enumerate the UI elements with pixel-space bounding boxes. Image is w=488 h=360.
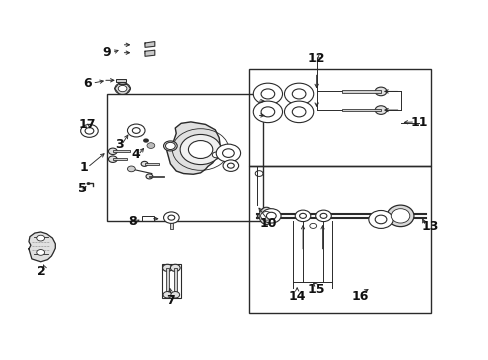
Bar <box>149 176 163 177</box>
Circle shape <box>315 210 330 222</box>
Circle shape <box>180 134 221 165</box>
Circle shape <box>127 166 135 172</box>
Circle shape <box>118 85 126 92</box>
Circle shape <box>147 143 155 148</box>
Text: 17: 17 <box>79 118 96 131</box>
Polygon shape <box>145 41 155 47</box>
Circle shape <box>284 83 313 105</box>
Text: 12: 12 <box>307 51 325 64</box>
Circle shape <box>212 152 220 158</box>
Circle shape <box>261 89 274 99</box>
Circle shape <box>146 174 153 179</box>
Circle shape <box>222 149 234 157</box>
Text: 10: 10 <box>259 216 276 230</box>
Circle shape <box>374 87 386 96</box>
Circle shape <box>253 101 282 123</box>
Circle shape <box>170 264 180 271</box>
Polygon shape <box>29 232 55 262</box>
Text: 3: 3 <box>115 138 123 150</box>
Text: 8: 8 <box>128 215 136 228</box>
Polygon shape <box>166 122 220 174</box>
Bar <box>170 219 172 229</box>
Ellipse shape <box>390 209 409 223</box>
Ellipse shape <box>210 151 221 159</box>
Text: 1: 1 <box>79 161 88 174</box>
Text: 9: 9 <box>102 46 111 59</box>
Circle shape <box>227 163 234 168</box>
Bar <box>249 166 430 313</box>
Text: 11: 11 <box>409 116 427 129</box>
Circle shape <box>216 144 240 162</box>
Circle shape <box>292 89 305 99</box>
Circle shape <box>261 209 281 223</box>
Ellipse shape <box>163 141 177 151</box>
Circle shape <box>108 148 117 154</box>
Bar <box>161 264 181 298</box>
Circle shape <box>132 128 140 134</box>
Circle shape <box>374 215 386 224</box>
Circle shape <box>86 182 90 185</box>
Bar <box>341 109 380 111</box>
Circle shape <box>127 124 145 137</box>
Circle shape <box>165 142 175 149</box>
Circle shape <box>284 101 313 123</box>
Circle shape <box>253 83 282 105</box>
Polygon shape <box>145 50 155 56</box>
Circle shape <box>81 125 98 137</box>
Circle shape <box>170 292 179 298</box>
Circle shape <box>292 107 305 117</box>
Circle shape <box>115 83 130 94</box>
Circle shape <box>368 211 392 228</box>
Text: 13: 13 <box>420 220 438 233</box>
Bar <box>173 268 176 296</box>
Circle shape <box>163 212 179 224</box>
Circle shape <box>320 213 326 219</box>
Text: 7: 7 <box>165 294 174 307</box>
Circle shape <box>143 138 149 143</box>
Circle shape <box>295 210 310 222</box>
Text: 14: 14 <box>288 290 305 303</box>
Circle shape <box>260 212 272 220</box>
Circle shape <box>374 106 386 114</box>
Bar <box>165 268 168 296</box>
Circle shape <box>266 212 276 220</box>
Bar <box>113 150 130 152</box>
Circle shape <box>223 160 238 171</box>
Text: 15: 15 <box>307 283 325 296</box>
Circle shape <box>167 215 174 220</box>
Circle shape <box>37 249 44 255</box>
Circle shape <box>299 213 306 219</box>
Text: 6: 6 <box>83 77 92 90</box>
Circle shape <box>141 161 148 166</box>
Ellipse shape <box>144 43 149 46</box>
Circle shape <box>261 107 274 117</box>
Bar <box>116 78 126 82</box>
Circle shape <box>108 156 117 162</box>
Ellipse shape <box>259 207 273 225</box>
Text: 5: 5 <box>78 183 87 195</box>
Circle shape <box>162 264 172 271</box>
Circle shape <box>85 128 94 134</box>
Circle shape <box>167 216 175 222</box>
Bar <box>142 216 154 221</box>
Bar <box>113 158 127 160</box>
Bar <box>341 90 380 93</box>
Circle shape <box>188 140 212 158</box>
Circle shape <box>37 235 44 241</box>
Bar <box>107 94 263 221</box>
Circle shape <box>309 224 316 228</box>
Text: 16: 16 <box>351 290 368 303</box>
Ellipse shape <box>386 205 413 226</box>
Bar <box>249 69 430 166</box>
Bar <box>144 163 159 165</box>
Ellipse shape <box>144 51 149 54</box>
Text: 2: 2 <box>37 265 45 278</box>
Circle shape <box>163 292 171 298</box>
Text: 4: 4 <box>132 148 141 161</box>
